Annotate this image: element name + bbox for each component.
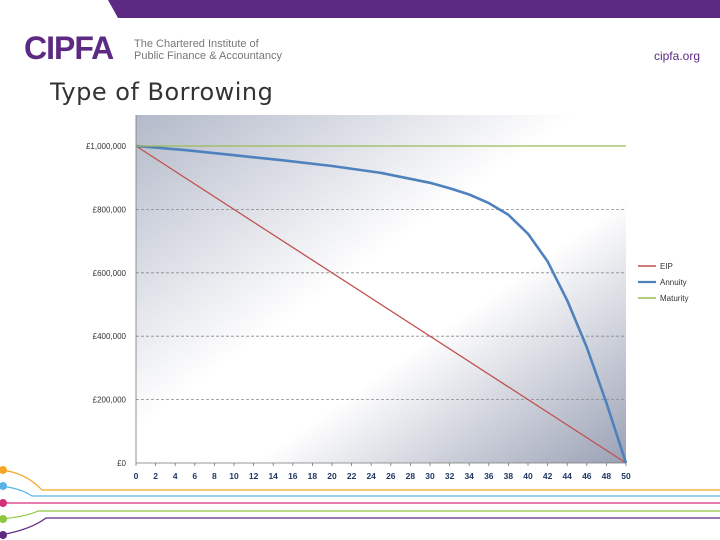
x-tick-label: 10 bbox=[229, 471, 239, 481]
x-axis: 0 2 4 6 8 10 12 14 16 18 20 22 24 26 28 30 32 34 36 38 40 42 4… bbox=[134, 462, 631, 481]
x-tick-label: 8 bbox=[212, 471, 217, 481]
site-link[interactable]: cipfa.org bbox=[653, 49, 700, 63]
x-tick-label: 30 bbox=[425, 471, 435, 481]
x-tick-label: 16 bbox=[288, 471, 298, 481]
header-bar bbox=[108, 0, 720, 18]
x-tick-label: 44 bbox=[562, 471, 572, 481]
x-tick-label: 12 bbox=[249, 471, 259, 481]
x-tick-label: 46 bbox=[582, 471, 592, 481]
decorative-lines bbox=[0, 466, 720, 539]
x-tick-label: 36 bbox=[484, 471, 494, 481]
x-tick-label: 40 bbox=[523, 471, 533, 481]
y-tick-label: £0 bbox=[117, 459, 126, 468]
series-line-annuity bbox=[135, 144, 628, 464]
x-tick-label: 26 bbox=[386, 471, 396, 481]
logo-mark: CIPFA bbox=[24, 30, 114, 66]
x-tick-label: 48 bbox=[602, 471, 612, 481]
y-tick-label: £200,000 bbox=[93, 396, 127, 405]
logo-subtitle: The Chartered Institute of Public Financ… bbox=[134, 38, 282, 62]
logo-subtitle-line1: The Chartered Institute of bbox=[134, 38, 259, 50]
x-tick-label: 50 bbox=[621, 471, 631, 481]
x-tick-label: 42 bbox=[543, 471, 553, 481]
y-axis: £0 £200,000 £400,000 £600,000 £800,000 £1,000… bbox=[86, 115, 137, 468]
x-tick-label: 22 bbox=[347, 471, 357, 481]
x-tick-label: 28 bbox=[406, 471, 416, 481]
x-tick-label: 2 bbox=[153, 471, 158, 481]
logo-subtitle-line2: Public Finance & Accountancy bbox=[134, 50, 282, 62]
x-tick-label: 6 bbox=[192, 471, 197, 481]
y-tick-label: £1,000,000 bbox=[86, 142, 127, 151]
series-lines bbox=[135, 144, 628, 464]
legend-label: Maturity bbox=[660, 294, 688, 303]
y-tick-label: £600,000 bbox=[93, 269, 127, 278]
x-tick-label: 32 bbox=[445, 471, 455, 481]
x-tick-label: 0 bbox=[134, 471, 139, 481]
x-tick-label: 20 bbox=[327, 471, 337, 481]
series-line-eip bbox=[135, 145, 627, 464]
plot-area bbox=[136, 115, 626, 463]
y-tick-label: £800,000 bbox=[93, 205, 127, 214]
legend-label: Annuity bbox=[660, 278, 687, 287]
x-tick-label: 14 bbox=[268, 471, 278, 481]
x-tick-label: 4 bbox=[173, 471, 178, 481]
legend-label: EIP bbox=[660, 262, 673, 271]
x-tick-label: 18 bbox=[308, 471, 318, 481]
slide-title: Type of Borrowing bbox=[50, 78, 274, 106]
legend: EIP Annuity Maturity bbox=[638, 262, 688, 303]
y-tick-label: £400,000 bbox=[93, 332, 127, 341]
x-tick-label: 24 bbox=[366, 471, 376, 481]
x-tick-label: 38 bbox=[504, 471, 514, 481]
borrowing-chart: £0 £200,000 £400,000 £600,000 £800,000 £1,000… bbox=[86, 115, 688, 481]
x-tick-label: 34 bbox=[464, 471, 474, 481]
